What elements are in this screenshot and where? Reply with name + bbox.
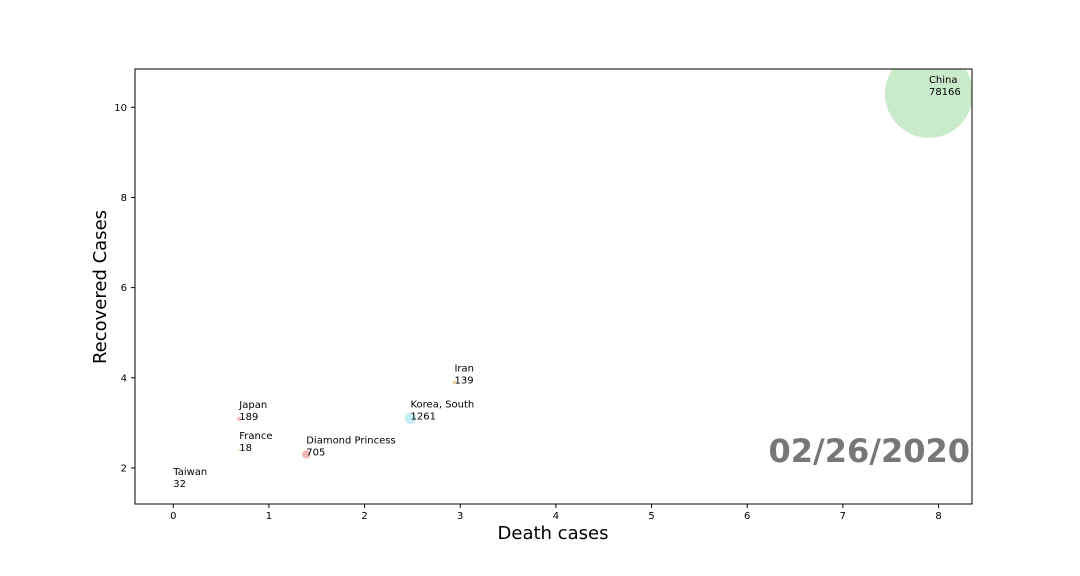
point-label-name: Korea, South: [410, 399, 474, 410]
y-tick-label: 4: [121, 373, 127, 384]
y-tick-label: 8: [121, 193, 127, 204]
point-label-count: 1261: [410, 411, 435, 422]
point-label-count: 18: [239, 443, 252, 454]
point-label-name: Diamond Princess: [306, 435, 395, 446]
bubble-layer: [172, 69, 972, 488]
x-tick-label: 6: [744, 511, 750, 522]
bubble-france: [238, 448, 241, 452]
y-axis-title: Recovered Cases: [90, 210, 111, 364]
x-tick-label: 1: [266, 511, 272, 522]
bubble-korea-south: [404, 412, 417, 424]
point-label-count: 705: [306, 447, 325, 458]
bubble-iran: [452, 380, 457, 385]
point-label-name: China: [929, 75, 958, 86]
y-tick-label: 10: [114, 103, 127, 114]
plot-frame: [134, 68, 973, 505]
point-label-count: 189: [239, 412, 258, 423]
plot-area: [135, 69, 972, 504]
bubble-japan: [237, 416, 242, 421]
point-label-name: France: [239, 431, 272, 442]
y-tick-label: 2: [121, 463, 127, 474]
x-tick-label: 2: [361, 511, 367, 522]
x-tick-label: 5: [648, 511, 654, 522]
point-label-name: Iran: [454, 363, 474, 374]
x-tick-label: 3: [457, 511, 463, 522]
bubble-diamond-princess: [302, 450, 311, 459]
x-tick-label: 4: [553, 511, 559, 522]
bubble-china: [884, 69, 972, 138]
x-axis-title: Death cases: [498, 523, 609, 544]
bubble-taiwan: [172, 484, 175, 488]
point-label-name: Japan: [238, 400, 267, 411]
x-tick-label: 0: [170, 511, 176, 522]
date-stamp: 02/26/2020: [769, 432, 971, 470]
y-tick-label: 6: [121, 283, 127, 294]
point-label-count: 139: [454, 375, 473, 386]
x-tick-label: 8: [935, 511, 941, 522]
x-axis: 0 1 2 3 4 5 6 7 8: [170, 504, 942, 522]
x-tick-label: 7: [840, 511, 846, 522]
point-label-count: 32: [173, 479, 186, 490]
point-label-name: Taiwan: [172, 467, 207, 478]
y-axis: 2 4 6 8 10: [114, 103, 135, 474]
point-label-count: 78166: [929, 87, 961, 98]
